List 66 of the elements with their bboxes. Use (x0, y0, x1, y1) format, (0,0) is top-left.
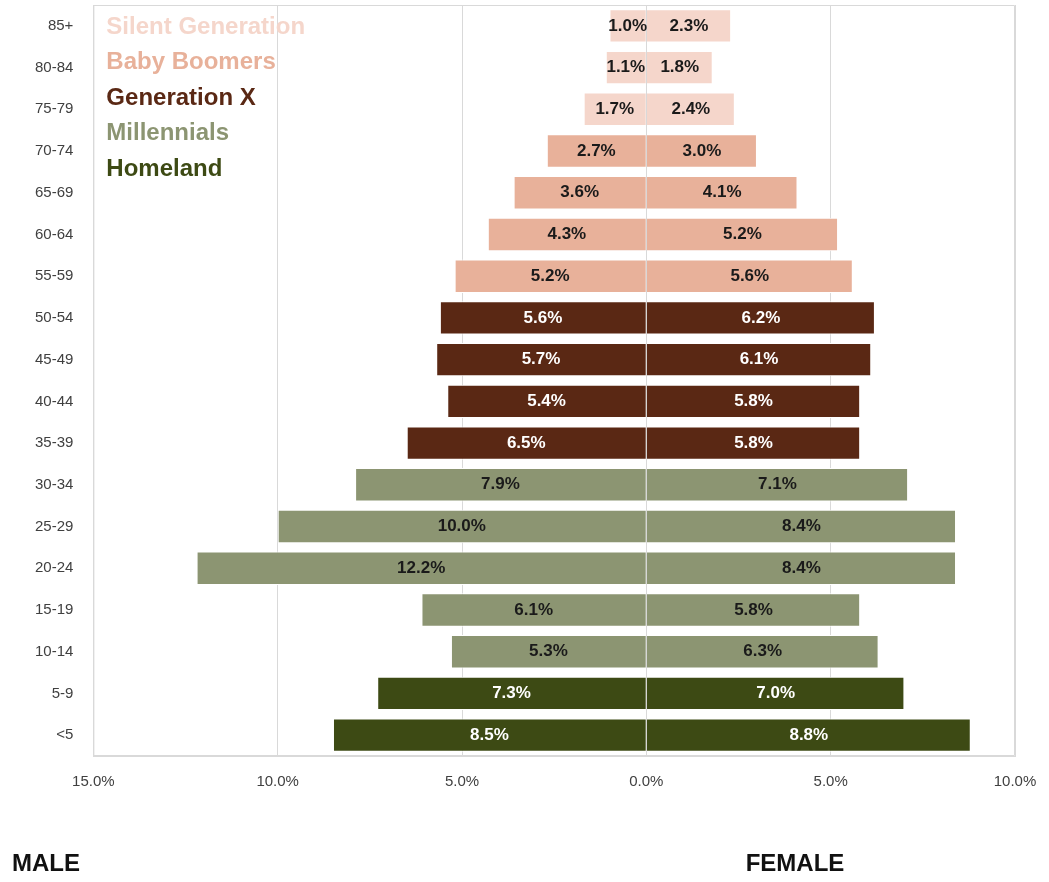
data-label: 7.0% (756, 683, 795, 703)
data-label: 5.8% (734, 599, 773, 619)
y-tick-label: 10-14 (34, 641, 74, 659)
x-tick-label: 10.0% (993, 772, 1037, 790)
x-tick-label: 5.0% (444, 772, 480, 790)
data-label: 8.4% (782, 557, 821, 577)
y-tick-label: 70-74 (34, 141, 74, 159)
y-tick-label: 20-24 (34, 558, 74, 576)
data-label: 1.1% (606, 57, 646, 77)
data-label: 2.3% (669, 15, 709, 35)
y-tick-label: 5-9 (51, 683, 74, 701)
data-label: 5.4% (527, 391, 566, 411)
data-label: 7.3% (492, 683, 531, 703)
data-label: 6.3% (743, 641, 783, 661)
y-tick-label: 45-49 (34, 349, 74, 367)
data-label: 4.3% (547, 224, 587, 244)
y-tick-label: 60-64 (34, 224, 74, 242)
data-label: 8.4% (782, 516, 821, 536)
y-tick-label: 15-19 (34, 600, 74, 618)
y-tick-label: 35-39 (34, 433, 74, 451)
text: Millennials (106, 118, 230, 146)
data-label: 2.4% (671, 98, 711, 118)
text: FEMALE (745, 848, 845, 876)
x-tick-label: 10.0% (256, 772, 299, 790)
x-tick-label: 0.0% (629, 772, 664, 790)
data-label: 5.2% (530, 265, 570, 285)
y-tick-label: 40-44 (34, 391, 74, 409)
data-label: 5.3% (529, 641, 568, 661)
y-tick-label: 25-29 (34, 516, 74, 534)
data-label: 6.1% (514, 599, 554, 619)
data-label: 1.0% (608, 15, 648, 35)
data-label: 8.5% (470, 724, 509, 744)
data-label: 6.5% (506, 432, 546, 452)
text: Homeland (106, 153, 223, 181)
text: Baby Boomers (106, 47, 276, 75)
y-tick-label: 50-54 (34, 308, 74, 326)
data-label: 6.1% (739, 349, 779, 369)
data-label: 5.6% (523, 307, 563, 327)
data-label: 5.6% (730, 265, 770, 285)
x-tick-label: 5.0% (813, 772, 848, 790)
data-label: 1.7% (595, 98, 635, 118)
y-tick-label: 80-84 (34, 57, 74, 75)
data-label: 12.2% (397, 557, 446, 577)
data-label: 7.1% (758, 474, 797, 494)
x-tick-label: 15.0% (72, 772, 115, 790)
data-label: 2.7% (576, 140, 616, 160)
text: Generation X (106, 82, 256, 110)
data-label: 6.2% (741, 307, 781, 327)
data-label: 5.2% (723, 224, 762, 244)
y-tick-label: <5 (56, 725, 74, 743)
data-label: 5.8% (734, 432, 773, 452)
data-label: 4.1% (702, 182, 742, 202)
y-tick-label: 30-34 (34, 474, 74, 492)
data-label: 8.8% (789, 724, 829, 744)
y-tick-label: 55-59 (34, 266, 74, 284)
y-tick-label: 65-69 (34, 182, 74, 200)
y-tick-label: 85+ (47, 16, 74, 33)
data-label: 1.8% (660, 57, 700, 77)
y-tick-label: 75-79 (34, 99, 74, 117)
data-label: 7.9% (481, 474, 520, 494)
text: MALE (12, 848, 80, 876)
data-label: 3.6% (560, 182, 600, 202)
data-label: 5.8% (734, 391, 773, 411)
data-label: 5.7% (521, 349, 561, 369)
data-label: 3.0% (682, 140, 722, 160)
data-label: 10.0% (437, 516, 486, 536)
